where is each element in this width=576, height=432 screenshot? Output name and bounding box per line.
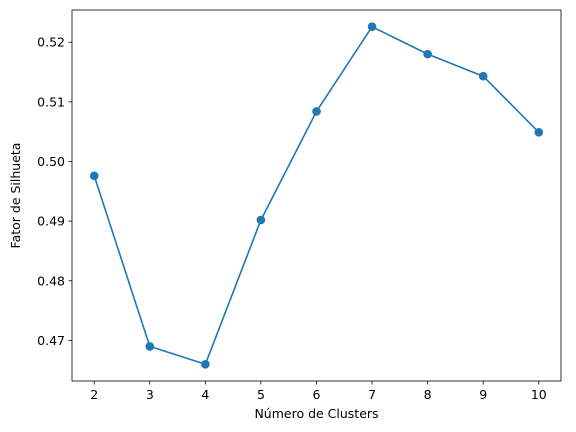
plot-area-frame (71, 9, 562, 382)
y-tick-label: 0.48 (37, 273, 65, 288)
data-point-marker (423, 49, 432, 59)
series-line (93, 25, 540, 366)
data-point-marker (89, 171, 99, 181)
y-tick-label: 0.50 (37, 154, 65, 169)
data-point-marker (145, 342, 155, 351)
y-axis-ticks: 0.47 0.48 0.49 0.50 0.51 0.52 (37, 35, 72, 348)
x-tick-label: 2 (90, 387, 98, 402)
x-tick-label: 6 (313, 387, 321, 402)
data-point-marker (312, 107, 321, 116)
x-tick-label: 3 (146, 387, 154, 402)
data-point-marker (201, 359, 210, 369)
x-axis-label: Número de Clusters (254, 406, 378, 421)
data-point-marker (256, 215, 266, 225)
data-point-marker (534, 127, 544, 137)
x-tick-label: 9 (479, 387, 487, 402)
y-tick-label: 0.49 (37, 214, 65, 229)
x-tick-label: 10 (531, 387, 547, 402)
data-point-marker (478, 71, 488, 81)
y-tick-label: 0.51 (37, 94, 65, 109)
x-tick-label: 7 (368, 387, 376, 402)
series-layer (89, 22, 544, 369)
y-tick-label: 0.47 (37, 333, 65, 348)
data-point-marker (367, 22, 377, 32)
x-axis-ticks: 2 3 4 5 6 7 8 9 10 (90, 381, 547, 402)
x-tick-label: 8 (424, 387, 432, 402)
y-tick-label: 0.52 (37, 35, 65, 50)
y-axis-label: Fator de Silhueta (8, 143, 23, 249)
x-tick-label: 4 (201, 387, 209, 402)
x-tick-label: 5 (257, 387, 265, 402)
